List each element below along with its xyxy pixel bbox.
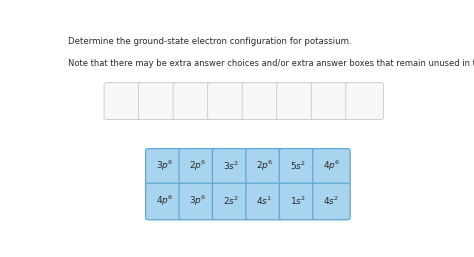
Text: $\mathit{3p}^{6}$: $\mathit{3p}^{6}$ — [155, 159, 173, 173]
FancyBboxPatch shape — [279, 149, 317, 185]
FancyBboxPatch shape — [179, 183, 217, 220]
FancyBboxPatch shape — [279, 183, 317, 220]
FancyBboxPatch shape — [138, 83, 176, 120]
FancyBboxPatch shape — [246, 149, 283, 185]
Text: $\mathit{4s}^{2}$: $\mathit{4s}^{2}$ — [323, 194, 339, 207]
Text: Note that there may be extra answer choices and/or extra answer boxes that remai: Note that there may be extra answer choi… — [68, 59, 474, 68]
FancyBboxPatch shape — [179, 149, 217, 185]
Text: $\mathit{4p}^{6}$: $\mathit{4p}^{6}$ — [155, 193, 173, 208]
Text: $\mathit{4s}^{1}$: $\mathit{4s}^{1}$ — [256, 194, 273, 207]
Text: $\mathit{2p}^{6}$: $\mathit{2p}^{6}$ — [256, 159, 273, 173]
FancyBboxPatch shape — [173, 83, 211, 120]
FancyBboxPatch shape — [146, 183, 183, 220]
Text: $\mathit{2s}^{2}$: $\mathit{2s}^{2}$ — [223, 194, 239, 207]
Text: Determine the ground-state electron configuration for potassium.: Determine the ground-state electron conf… — [68, 37, 352, 46]
FancyBboxPatch shape — [242, 83, 280, 120]
FancyBboxPatch shape — [246, 183, 283, 220]
Text: $\mathit{3p}^{6}$: $\mathit{3p}^{6}$ — [189, 193, 207, 208]
FancyBboxPatch shape — [313, 183, 350, 220]
FancyBboxPatch shape — [104, 83, 142, 120]
FancyBboxPatch shape — [311, 83, 349, 120]
Text: $\mathit{5s}^{2}$: $\mathit{5s}^{2}$ — [290, 160, 306, 172]
FancyBboxPatch shape — [346, 83, 383, 120]
FancyBboxPatch shape — [146, 149, 183, 185]
FancyBboxPatch shape — [208, 83, 246, 120]
Text: $\mathit{4p}^{6}$: $\mathit{4p}^{6}$ — [323, 159, 340, 173]
Text: $\mathit{2p}^{6}$: $\mathit{2p}^{6}$ — [189, 159, 207, 173]
FancyBboxPatch shape — [277, 83, 315, 120]
Text: $\mathit{3s}^{2}$: $\mathit{3s}^{2}$ — [223, 160, 239, 172]
FancyBboxPatch shape — [313, 149, 350, 185]
Text: $\mathit{1s}^{2}$: $\mathit{1s}^{2}$ — [290, 194, 306, 207]
FancyBboxPatch shape — [212, 149, 250, 185]
FancyBboxPatch shape — [212, 183, 250, 220]
